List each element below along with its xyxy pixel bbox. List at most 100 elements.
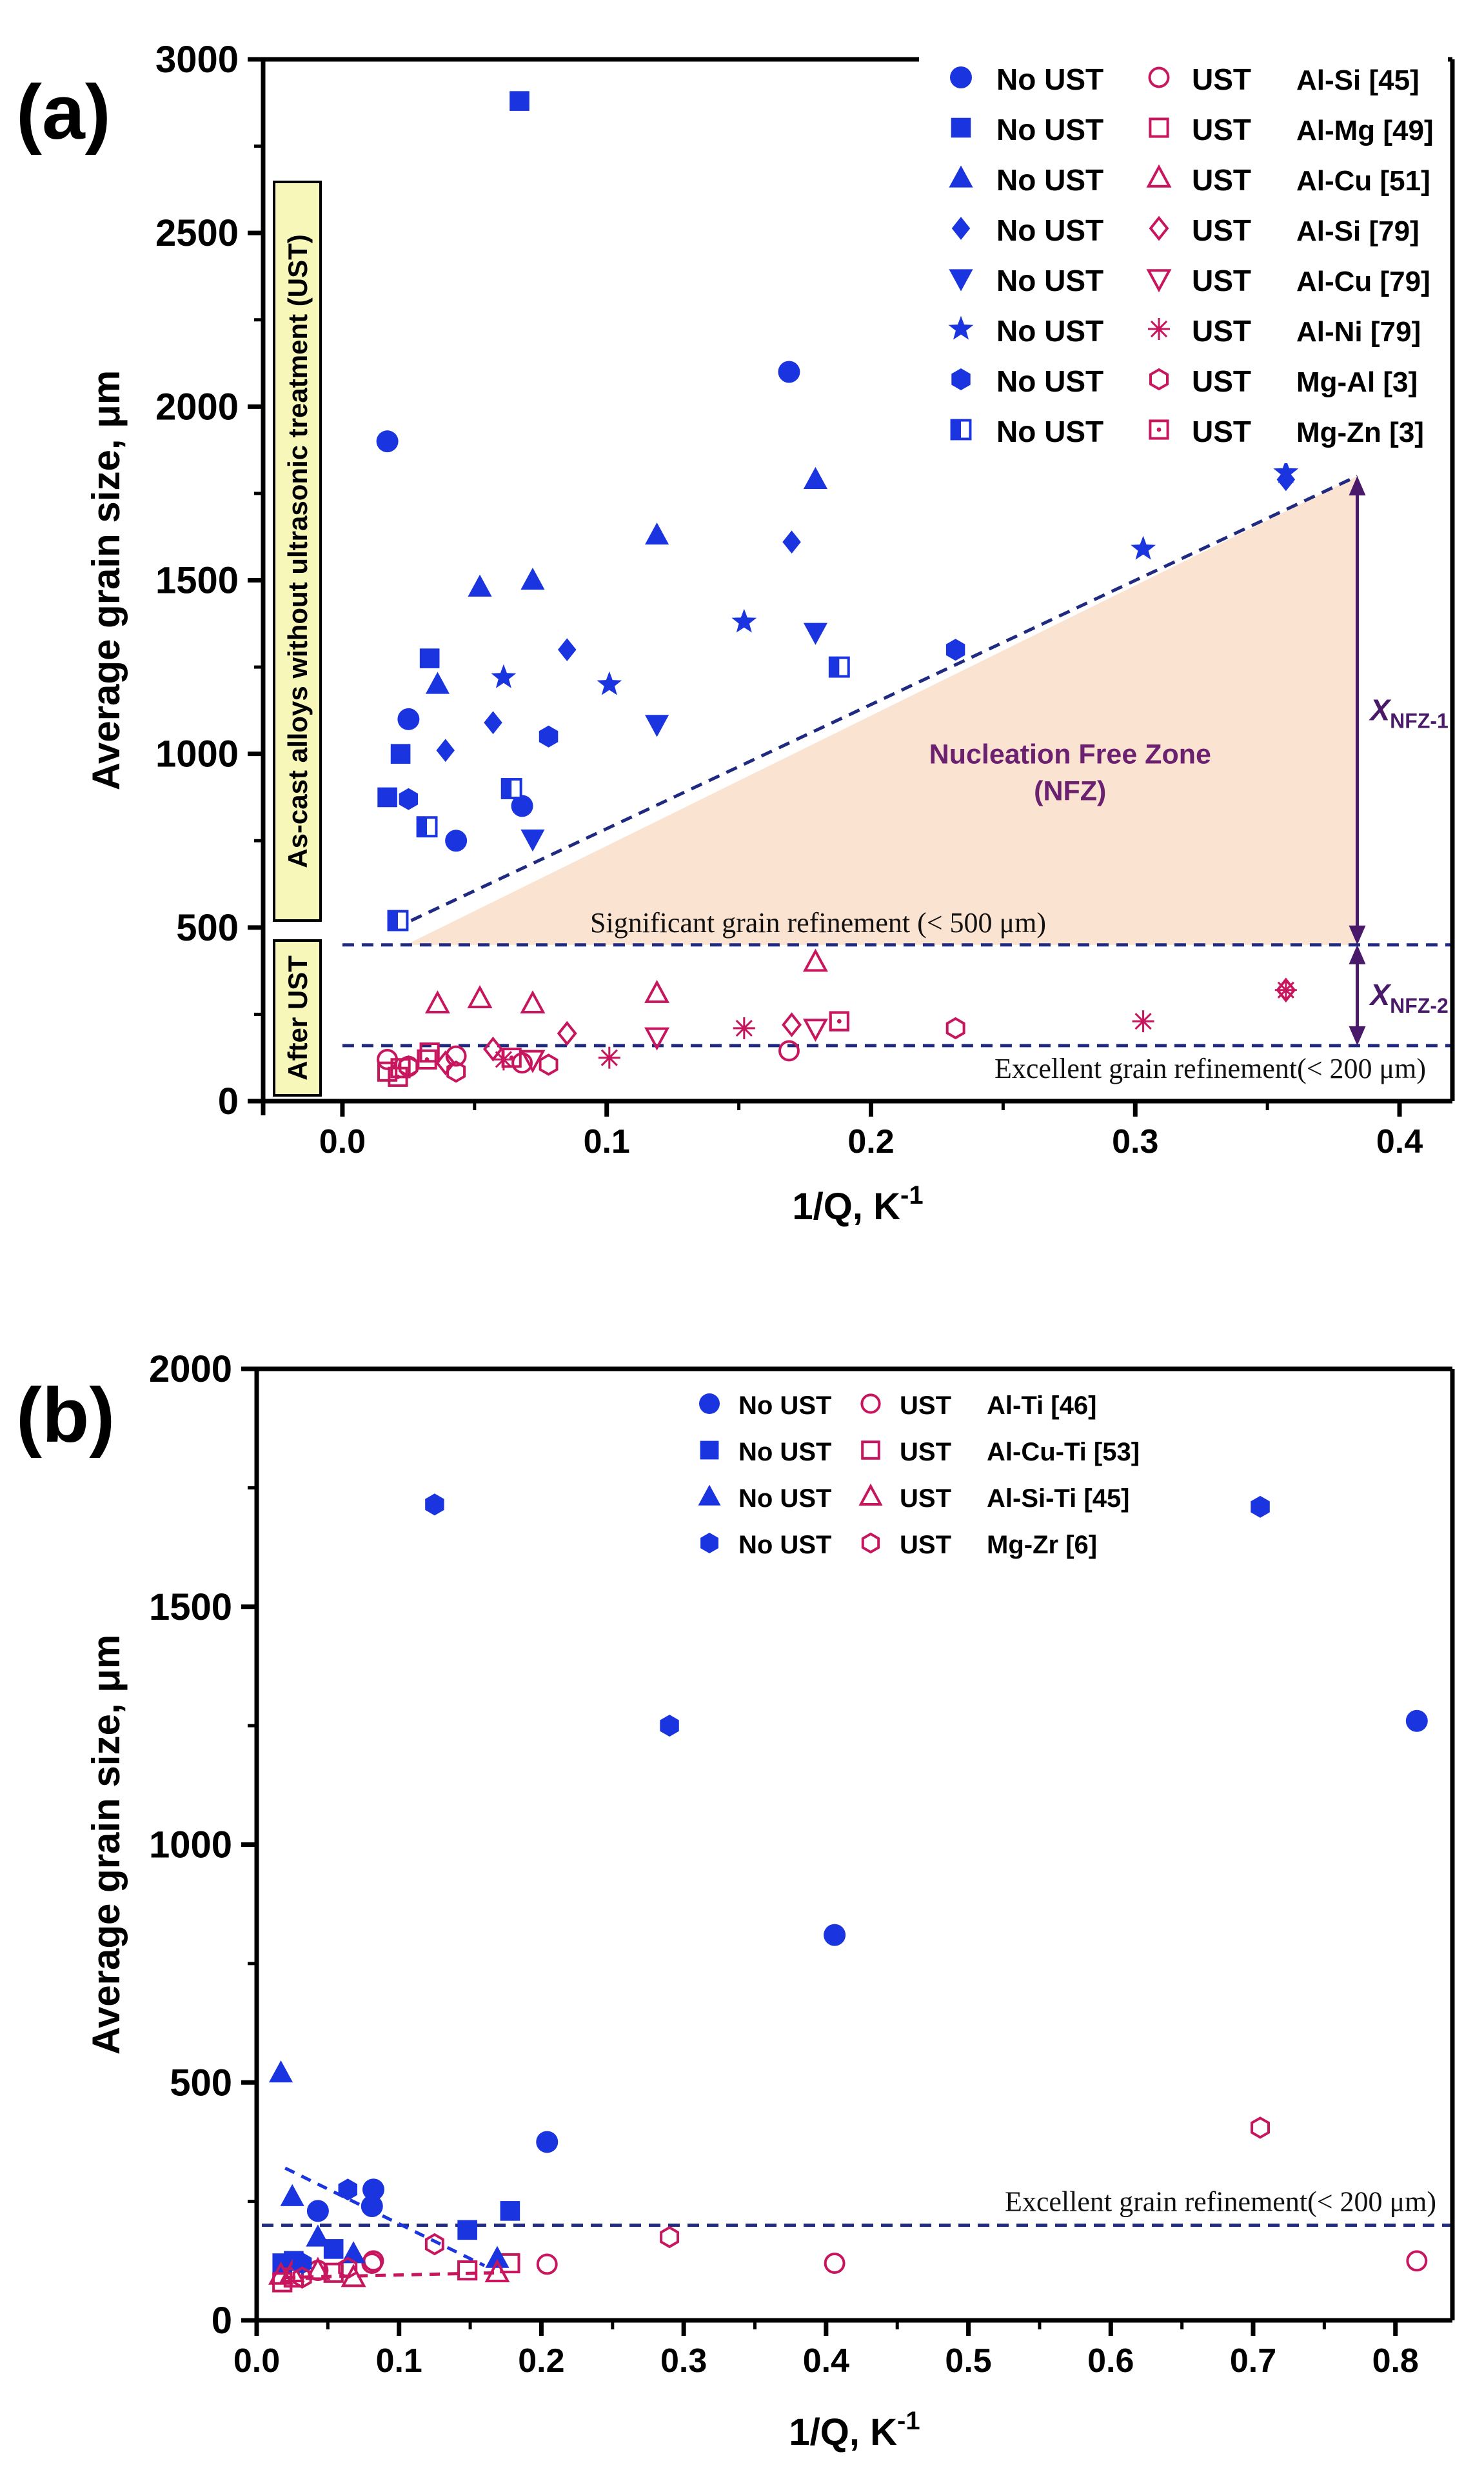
series-al-cu-51--ust <box>424 948 828 1014</box>
legend: No UST UST Al-Ti [46] No UST UST Al-Cu-Ti [53… <box>698 1391 1140 1559</box>
data-point <box>377 787 397 808</box>
data-point <box>399 1055 419 1078</box>
data-point <box>361 2195 383 2217</box>
axes: 0 500 1000 1500 2000 2500 3000 0.0 0.1 0.2 0.3 0.4 1… <box>84 39 1455 1228</box>
legend-marker <box>698 1484 721 1506</box>
data-point-shape <box>520 990 546 1014</box>
data-point-shape <box>436 739 455 762</box>
data-point <box>484 711 502 735</box>
data-point <box>802 948 828 972</box>
data-point <box>597 671 622 695</box>
data-point-shape <box>644 979 670 1003</box>
data-point <box>733 1017 755 1039</box>
legend-marker <box>861 1532 880 1554</box>
legend-marker <box>860 1393 881 1414</box>
data-point <box>484 2259 510 2282</box>
data-point-shape <box>338 2256 358 2280</box>
data-point <box>644 979 670 1003</box>
series-al-cu-51--no-ust <box>425 466 828 694</box>
data-point-shape <box>435 1050 456 1076</box>
x-tick-label: 0.1 <box>584 1123 630 1160</box>
arrow-head-up <box>1349 944 1366 964</box>
x-axis-title-text: 1/Q, K <box>792 1186 900 1228</box>
data-point <box>539 725 559 748</box>
nfz-fill <box>406 476 1358 945</box>
data-point-dot <box>395 1074 401 1079</box>
data-point-shape <box>1406 2250 1428 2272</box>
reference-lines: Excellent grain refinement(< 200 μm) <box>262 2166 1452 2280</box>
data-point-shape <box>501 1048 522 1068</box>
data-point <box>778 361 800 383</box>
data-point-shape <box>1131 535 1156 560</box>
legend-marker <box>1149 215 1169 241</box>
data-point <box>803 622 828 645</box>
data-point-shape <box>377 1061 398 1082</box>
legend-label: No UST <box>996 415 1103 448</box>
legend-marker-shape <box>700 1533 718 1553</box>
data-point-shape <box>485 2246 510 2268</box>
legend-label: UST <box>1192 63 1251 96</box>
legend-marker <box>951 368 971 390</box>
reference-line-label: Significant grain refinement (< 500 μm) <box>590 907 1046 939</box>
y-tick-label: 1500 <box>155 560 239 602</box>
data-point-shape <box>539 725 559 748</box>
data-point <box>520 829 545 852</box>
data-point <box>829 1011 849 1031</box>
series-mg-zr-6--ust <box>292 2116 1270 2289</box>
arrow-label-text: X <box>1368 978 1391 1011</box>
data-point <box>399 788 419 810</box>
data-point <box>292 2252 312 2275</box>
data-point <box>425 1493 444 1516</box>
data-point <box>305 2256 331 2280</box>
data-point-dot <box>424 1057 430 1062</box>
data-point <box>828 656 850 678</box>
data-point-shape <box>644 522 669 545</box>
data-point-shape <box>644 715 669 737</box>
data-point-shape <box>483 1036 503 1062</box>
arrow-head-down <box>1349 1026 1366 1046</box>
x-axis-title-sup: -1 <box>897 2407 920 2435</box>
data-point-shape <box>491 664 517 688</box>
legend-marker-shape <box>1149 215 1169 241</box>
data-point <box>425 672 450 694</box>
y-tick-label: 1000 <box>155 733 239 775</box>
data-point <box>457 2220 477 2240</box>
legend-marker <box>700 1533 718 1553</box>
data-point <box>268 2060 293 2083</box>
legend-marker-shape <box>1146 269 1172 293</box>
data-point-shape <box>802 948 828 972</box>
data-marks <box>376 91 1299 1087</box>
data-point <box>436 739 455 762</box>
legend-marker <box>951 217 971 240</box>
legend-label: No UST <box>996 264 1103 297</box>
data-point-shape <box>425 1493 444 1516</box>
data-point <box>338 2256 358 2280</box>
legend-label: UST <box>900 1391 951 1420</box>
data-point <box>419 1042 440 1063</box>
x-tick-label: 0.0 <box>319 1123 366 1160</box>
legend-marker-shape <box>1149 117 1169 138</box>
data-point-shape <box>390 744 411 764</box>
legend-alloy-label: Al-Mg [49] <box>1296 115 1434 146</box>
side-label-box <box>273 939 322 1097</box>
dimension-arrow-label: XNFZ-1 <box>1368 693 1448 732</box>
data-point <box>435 1050 456 1076</box>
data-point-shape <box>306 2200 329 2222</box>
data-point-shape <box>660 2226 679 2249</box>
data-point <box>361 2253 383 2274</box>
data-point <box>802 1019 828 1042</box>
data-point-shape <box>388 1066 408 1087</box>
data-point <box>1406 2250 1428 2272</box>
legend-alloy-label: Al-Cu-Ti [53] <box>987 1438 1140 1466</box>
data-point <box>306 2224 330 2247</box>
data-point <box>520 990 546 1014</box>
data-point-stroke <box>735 1019 753 1037</box>
trend-line <box>285 2271 499 2280</box>
x-tick-label: 0.2 <box>847 1123 894 1160</box>
legend-alloy-label: Al-Ti [46] <box>987 1391 1096 1420</box>
reference-line-label: Excellent grain refinement(< 200 μm) <box>994 1053 1426 1084</box>
y-tick-label: 500 <box>176 907 239 949</box>
nfz-label-abbr: (NFZ) <box>1034 776 1106 807</box>
data-point <box>557 1021 577 1046</box>
